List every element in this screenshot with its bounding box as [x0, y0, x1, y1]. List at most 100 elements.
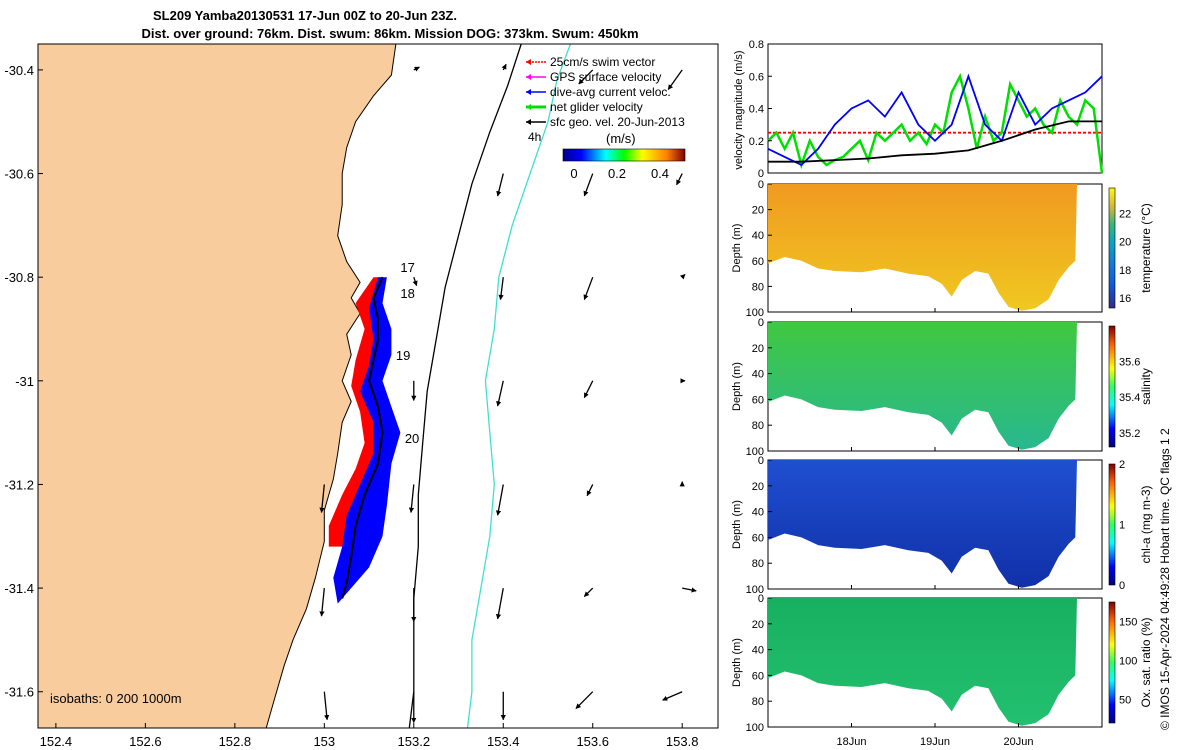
geo-velocity-arrow — [583, 380, 594, 399]
colorbar-tick-label: 18 — [1119, 265, 1131, 277]
colorbar-tick-label: 35.6 — [1119, 357, 1140, 369]
legend-arrowhead — [526, 104, 531, 110]
depth-tick-label: 40 — [752, 645, 764, 657]
geo-velocity-arrow — [319, 484, 325, 513]
x-tick-label: 153.8 — [666, 734, 699, 749]
depth-tick-label: 100 — [746, 446, 764, 458]
depth-axis-label: Depth (m) — [731, 224, 743, 273]
colorbar-tick-label: 0 — [1119, 580, 1125, 592]
date-tick-label: 19Jun — [920, 736, 950, 748]
geo-velocity-arrow — [323, 691, 330, 721]
y-tick-label: -30.6 — [4, 167, 34, 182]
geo-velocity-arrow — [319, 588, 325, 617]
depth-tick-label: 40 — [752, 230, 764, 242]
velocity-y-tick-label: 0.8 — [749, 39, 764, 51]
current-velocity-band — [333, 277, 401, 604]
depth-tick-label: 20 — [752, 343, 764, 355]
colorbar-label: Ox. sat. ratio (%) — [1139, 617, 1153, 707]
x-tick-label: 152.4 — [40, 734, 73, 749]
swim-vector-band — [328, 277, 383, 547]
legend-arrowhead — [526, 59, 531, 65]
geo-velocity-arrow — [495, 587, 504, 620]
velocity-frame — [767, 43, 1103, 174]
geo-velocity-arrow — [498, 277, 504, 301]
geo-velocity-arrow — [496, 173, 504, 197]
depth-axis-label: Depth (m) — [731, 500, 743, 549]
speed-colorbar — [562, 148, 686, 162]
depth-tick-label: 0 — [758, 179, 764, 191]
legend-arrowhead — [526, 119, 531, 125]
geo-velocity-arrow — [662, 691, 683, 701]
day-label: 18 — [400, 286, 414, 301]
geo-velocity-arrow — [682, 587, 697, 593]
x-tick-label: 152.6 — [129, 734, 162, 749]
colorbar-label: temperature (°C) — [1139, 203, 1153, 293]
depth-axis-label: Depth (m) — [731, 362, 743, 411]
velocity-panel: 0 0.2 0.4 0.6 0.8 velocity magnitude (m/s) — [733, 39, 1104, 180]
profile-colorbar — [1108, 187, 1116, 309]
colorbar-tick-label: 16 — [1119, 293, 1131, 305]
geo-velocity-arrow — [583, 173, 594, 197]
glider-track — [341, 276, 384, 599]
x-tick-label: 153 — [313, 734, 335, 749]
y-tick-label: -30.8 — [4, 270, 34, 285]
colorbar-label: chl-a (mg m-3) — [1139, 485, 1153, 563]
geo-velocity-arrow — [413, 66, 420, 72]
depth-tick-label: 40 — [752, 507, 764, 519]
profile-data-area — [768, 322, 1077, 450]
depth-tick-label: 80 — [752, 696, 764, 708]
isobath-1000m — [466, 43, 572, 729]
profile-colorbar — [1108, 463, 1116, 586]
y-tick-label: -31.2 — [4, 477, 34, 492]
day-label: 20 — [405, 431, 419, 446]
geo-velocity-arrow — [408, 484, 415, 513]
time-scale-label: 4h — [528, 130, 541, 144]
land-coastline — [37, 43, 397, 729]
velocity-y-tick-label: 0.6 — [749, 71, 764, 83]
geo-velocity-arrow — [412, 276, 418, 287]
geo-velocity-arrow — [496, 380, 504, 407]
y-tick-label: -31.6 — [4, 685, 34, 700]
y-tick-label: -31.4 — [4, 581, 34, 596]
x-tick-label: 153.4 — [487, 734, 520, 749]
legend-label: dive-avg current veloc. — [550, 85, 671, 99]
velocity-series-line — [768, 120, 1102, 163]
depth-tick-label: 100 — [746, 584, 764, 596]
chart-title-line2: Dist. over ground: 76km. Dist. swum: 86k… — [141, 26, 639, 41]
depth-tick-label: 60 — [752, 670, 764, 682]
legend-label: sfc geo. vel. 20-Jun-2013 — [550, 115, 685, 129]
depth-tick-label: 20 — [752, 205, 764, 217]
depth-tick-label: 80 — [752, 281, 764, 293]
chart-title-line1: SL209 Yamba20130531 17-Jun 00Z to 20-Jun… — [153, 8, 457, 23]
profile-oxygen: 0 20 40 60 80 100 Depth (m) 50 100 150 Ox. sat. ra… — [731, 593, 1153, 748]
geo-velocity-arrow — [679, 273, 686, 280]
velocity-y-tick-label: 0 — [758, 168, 764, 180]
depth-tick-label: 20 — [752, 481, 764, 493]
credit-text: © IMOS 15-Apr-2024 04:49:28 Hobart time.… — [1158, 428, 1172, 730]
geo-velocity-arrow — [676, 173, 683, 186]
date-tick-label: 20Jun — [1004, 736, 1034, 748]
velocity-series-line — [767, 73, 1103, 166]
depth-tick-label: 80 — [752, 558, 764, 570]
geo-velocity-arrow — [578, 69, 594, 85]
y-tick-label: -31 — [15, 374, 34, 389]
legend-arrowhead — [526, 89, 531, 95]
geo-velocity-arrow — [583, 276, 594, 301]
legend-label: net glider velocity — [550, 100, 643, 114]
profile-colorbar — [1108, 601, 1116, 724]
colorbar-tick-label: 1 — [1119, 520, 1125, 532]
profile-colorbar — [1108, 325, 1116, 448]
speed-colorbar-tick: 0.2 — [608, 166, 626, 181]
depth-tick-label: 100 — [746, 307, 764, 319]
map-frame — [37, 43, 719, 729]
profile-data-area — [768, 460, 1077, 588]
depth-tick-label: 60 — [752, 532, 764, 544]
legend-label: GPS surface velocity — [550, 70, 661, 84]
colorbar-tick-label: 35.2 — [1119, 428, 1140, 440]
geo-velocity-arrow — [495, 484, 504, 516]
speed-colorbar-tick: 0.4 — [651, 166, 669, 181]
geo-velocity-arrow — [575, 691, 594, 709]
isobath-200m — [408, 43, 522, 729]
